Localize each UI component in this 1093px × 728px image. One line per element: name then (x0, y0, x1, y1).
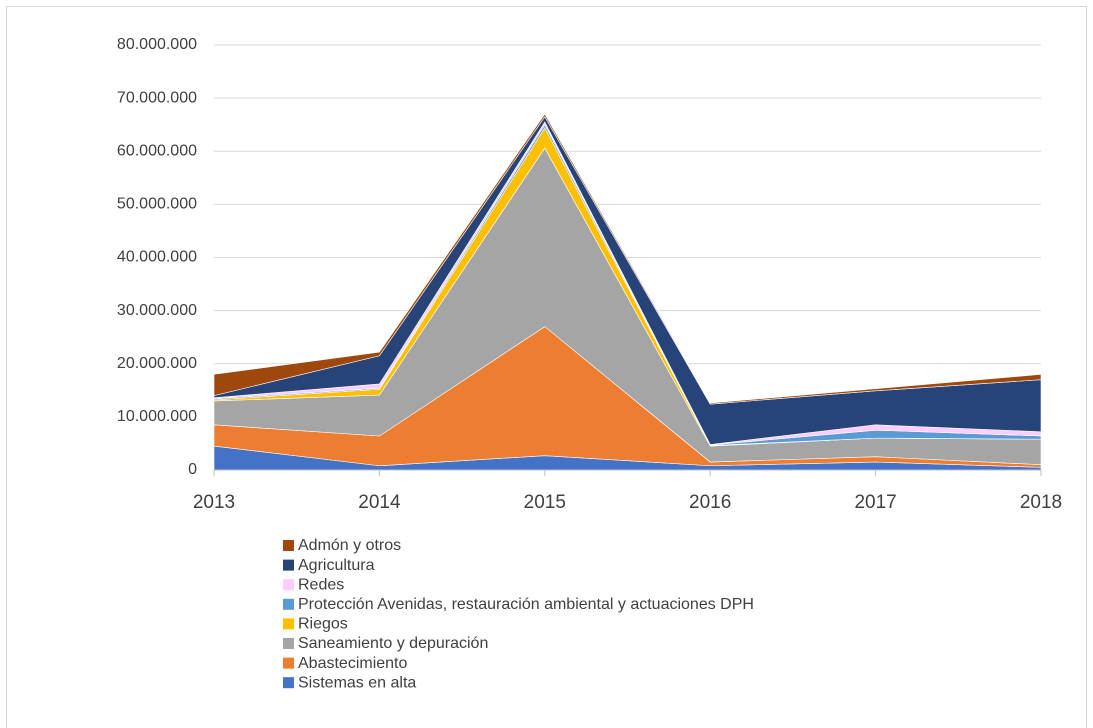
y-tick-label: 0 (188, 461, 197, 478)
legend-label: Sistemas en alta (298, 674, 416, 691)
area (213, 113, 1042, 405)
y-tick-label: 20.000.000 (117, 355, 197, 372)
legend-label: Redes (298, 576, 344, 593)
legend-swatch (283, 618, 294, 630)
y-tick-label: 30.000.000 (117, 302, 197, 319)
legend-swatch (283, 638, 294, 649)
legend-label: Abastecimiento (298, 655, 407, 672)
x-tick-label: 2018 (1020, 492, 1062, 513)
x-tick-label: 2013 (193, 492, 235, 513)
y-tick-label: 80.000.000 (117, 36, 197, 53)
legend-swatch (283, 657, 294, 669)
legend-label: Riegos (298, 616, 348, 633)
x-tick-label: 2015 (524, 492, 566, 513)
y-tick-label: 70.000.000 (117, 89, 197, 106)
x-tick-label: 2014 (358, 492, 401, 513)
y-tick-label: 50.000.000 (117, 196, 197, 213)
legend-label: Protección Avenidas, restauración ambien… (298, 596, 754, 613)
legend-label: Admón y otros (298, 537, 401, 554)
legend-swatch (283, 559, 294, 571)
legend-swatch (283, 598, 294, 610)
legend-swatch (283, 677, 294, 689)
y-tick-label: 40.000.000 (117, 249, 197, 266)
y-tick-label: 10.000.000 (117, 408, 197, 425)
x-tick-label: 2017 (854, 492, 896, 513)
legend-label: Agricultura (298, 557, 375, 574)
legend-label: Saneamiento y depuración (298, 635, 488, 652)
legend-swatch (283, 540, 294, 551)
x-tick-label: 2016 (689, 492, 731, 513)
y-tick-label: 60.000.000 (117, 142, 197, 159)
legend-swatch (283, 579, 294, 591)
